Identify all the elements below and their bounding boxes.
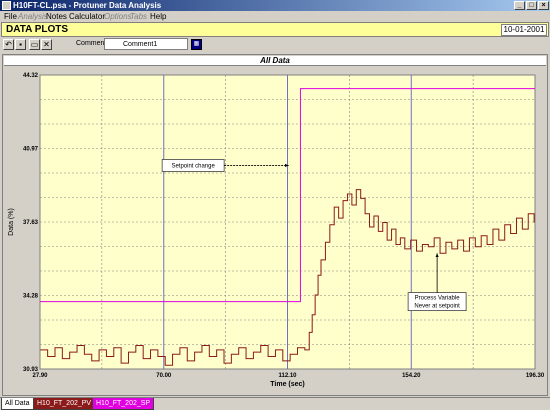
menu-calculator[interactable]: Calculator [69, 12, 106, 21]
annotation-arrowhead [435, 253, 439, 257]
menu-bar: File Analysis Notes Calculator Options T… [0, 11, 550, 22]
x-tick-label: 27.90 [32, 373, 48, 379]
date-display: 10-01-2001 [501, 24, 547, 36]
y-tick-label: 44.32 [23, 73, 39, 79]
save-icon: ▪ [19, 40, 22, 49]
y-tick-label: 37.63 [23, 220, 39, 226]
menu-options[interactable]: Options [104, 12, 132, 21]
save-button[interactable]: ▪ [15, 39, 26, 50]
menu-notes[interactable]: Notes [46, 12, 67, 21]
menu-tabs[interactable]: Tabs [130, 12, 148, 21]
close-button[interactable]: × [538, 1, 549, 10]
comment-apply-button[interactable]: ▦ [191, 39, 202, 50]
x-tick-label: 154.20 [402, 373, 421, 379]
series-line-1 [40, 88, 535, 303]
print-button[interactable]: ▭ [29, 39, 40, 50]
title-bar: H10FT-CL.psa - Protuner Data Analysis _ … [0, 0, 550, 11]
annotation-text: Setpoint change [171, 163, 215, 169]
data-plots-banner: DATA PLOTS 10-01-2001 [1, 22, 549, 37]
tab-strip: All Data H10_FT_202_PV H10_FT_202_SP [0, 397, 550, 410]
x-tick-label: 112.10 [278, 373, 297, 379]
x-tick-label: 70.00 [156, 373, 172, 379]
tools-button[interactable]: ✕ [41, 39, 52, 50]
tools-icon: ✕ [43, 40, 50, 49]
app-icon [2, 1, 11, 10]
y-tick-label: 30.93 [23, 367, 39, 373]
print-icon: ▭ [30, 40, 39, 49]
tab-h10-ft-202-pv[interactable]: H10_FT_202_PV [33, 398, 96, 410]
maximize-button[interactable]: □ [526, 1, 537, 10]
minimize-button[interactable]: _ [514, 1, 525, 10]
menu-file[interactable]: File [4, 12, 17, 21]
y-axis-label: Data (%) [8, 208, 15, 236]
y-tick-label: 34.28 [23, 293, 39, 299]
apply-icon: ▦ [193, 41, 200, 47]
y-tick-label: 40.97 [23, 147, 39, 153]
comment-label: Comment [76, 40, 107, 47]
banner-title: DATA PLOTS [6, 24, 69, 35]
undo-icon: ↶ [5, 40, 12, 49]
x-axis-label: Time (sec) [270, 381, 305, 388]
annotation-arrowhead [284, 163, 289, 168]
menu-help[interactable]: Help [150, 12, 167, 21]
x-tick-label: 196.30 [526, 373, 545, 379]
comment-input[interactable] [104, 38, 188, 50]
plot-panel: All Data 27.90 70.00 112.10 154.20 196.30 30.… [2, 54, 548, 396]
tab-h10-ft-202-sp[interactable]: H10_FT_202_SP [92, 398, 155, 410]
annotation-text: Never at setpoint [414, 304, 460, 310]
menu-analysis[interactable]: Analysis [18, 12, 48, 21]
toolbar: ↶ ▪ ▭ ✕ Comment ▦ [0, 37, 550, 52]
annotation-text: Process Variable [415, 296, 461, 302]
tab-all-data[interactable]: All Data [1, 398, 34, 410]
window-title: H10FT-CL.psa - Protuner Data Analysis [13, 1, 162, 10]
undo-button[interactable]: ↶ [3, 39, 14, 50]
plot-header: All Data [4, 56, 546, 66]
series-line-0 [40, 189, 535, 366]
data-chart[interactable]: 27.90 70.00 112.10 154.20 196.30 30.93 34.28 37… [3, 55, 549, 397]
